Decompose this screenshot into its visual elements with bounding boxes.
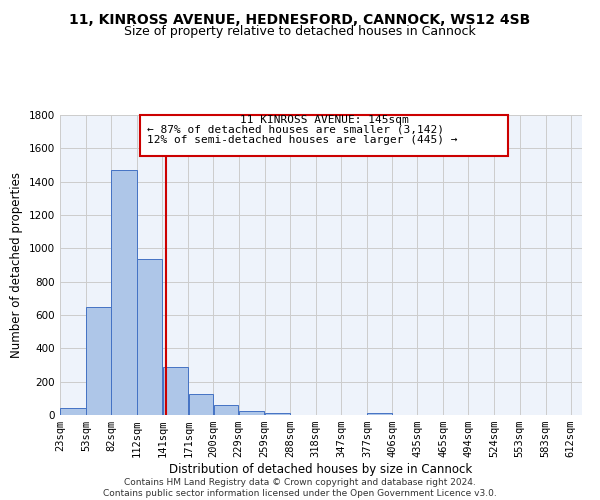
Text: 11, KINROSS AVENUE, HEDNESFORD, CANNOCK, WS12 4SB: 11, KINROSS AVENUE, HEDNESFORD, CANNOCK,… — [70, 12, 530, 26]
Bar — [214, 404, 238, 415]
Bar — [137, 259, 162, 415]
Bar — [86, 306, 111, 415]
X-axis label: Distribution of detached houses by size in Cannock: Distribution of detached houses by size … — [169, 463, 473, 476]
Bar — [239, 412, 265, 415]
Text: Contains HM Land Registry data © Crown copyright and database right 2024.
Contai: Contains HM Land Registry data © Crown c… — [103, 478, 497, 498]
Text: 11 KINROSS AVENUE: 145sqm: 11 KINROSS AVENUE: 145sqm — [239, 114, 409, 124]
Bar — [367, 412, 392, 415]
Text: ← 87% of detached houses are smaller (3,142): ← 87% of detached houses are smaller (3,… — [147, 125, 444, 135]
Bar — [188, 394, 213, 415]
FancyBboxPatch shape — [140, 115, 508, 156]
Bar — [265, 412, 290, 415]
Y-axis label: Number of detached properties: Number of detached properties — [10, 172, 23, 358]
Bar — [112, 170, 137, 415]
Bar — [163, 366, 188, 415]
Text: 12% of semi-detached houses are larger (445) →: 12% of semi-detached houses are larger (… — [147, 135, 457, 145]
Text: Size of property relative to detached houses in Cannock: Size of property relative to detached ho… — [124, 25, 476, 38]
Bar — [60, 408, 86, 415]
